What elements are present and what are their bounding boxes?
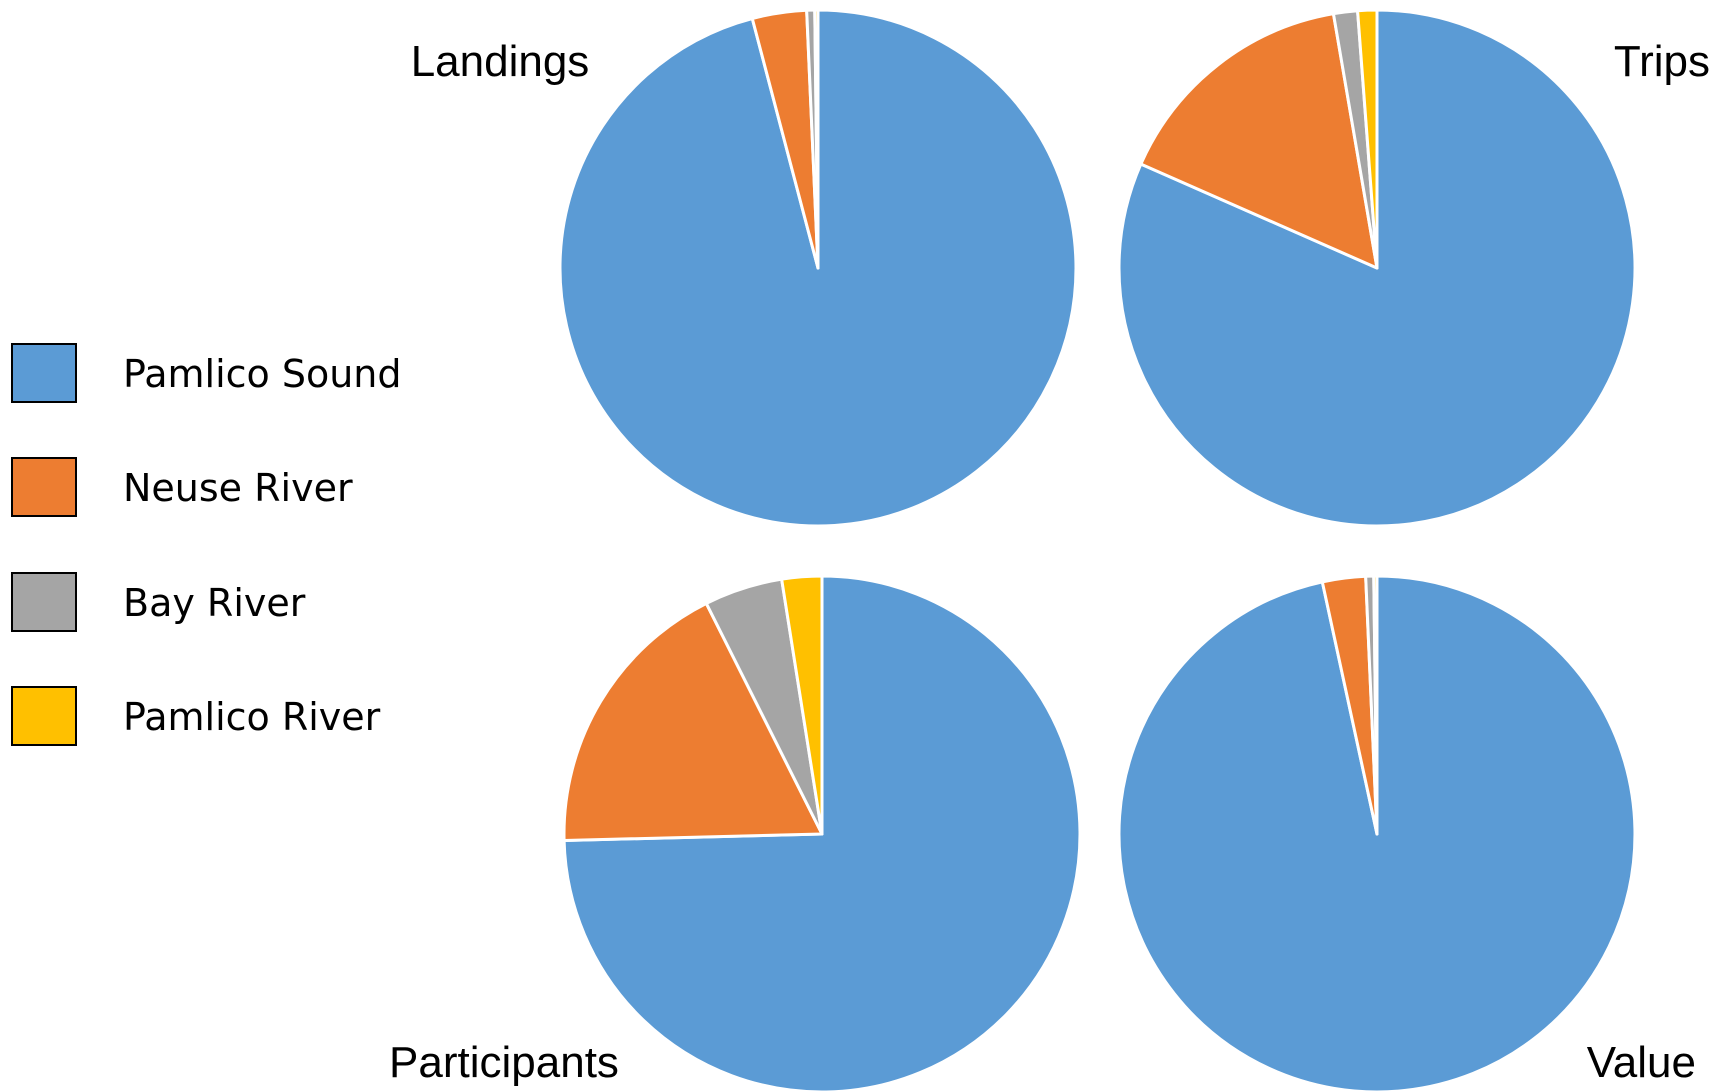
legend-swatch-bay-river [11, 572, 77, 632]
pie-slice-participants-pamlico-sound [562, 574, 1082, 1092]
pie-slice-value-pamlico-river [1372, 574, 1379, 836]
legend-swatch-pamlico-river [11, 686, 77, 746]
pie-title-landings: Landings [411, 37, 590, 86]
legend-label-pamlico-sound: Pamlico Sound [123, 352, 402, 396]
pie-slice-trips-neuse-river [1139, 12, 1379, 270]
legend-swatch-neuse-river [11, 457, 77, 517]
legend-item-pamlico-river: Pamlico River [11, 686, 381, 746]
legend-item-pamlico-sound: Pamlico Sound [11, 343, 402, 403]
pie-landings: Landings [411, 8, 1078, 528]
pie-value: Value [1117, 574, 1696, 1092]
pie-slice-trips-pamlico-sound [1117, 8, 1637, 528]
legend-item-neuse-river: Neuse River [11, 457, 353, 517]
pie-slice-trips-pamlico-river [1356, 8, 1379, 270]
pie-slice-participants-neuse-river [562, 601, 824, 842]
legend-label-pamlico-river: Pamlico River [123, 695, 381, 739]
legend-item-bay-river: Bay River [11, 572, 306, 632]
pie-trips: Trips [1117, 8, 1710, 528]
legend-label-bay-river: Bay River [123, 581, 306, 625]
legend-label-neuse-river: Neuse River [123, 466, 353, 510]
pie-title-value: Value [1587, 1038, 1696, 1087]
pie-slice-participants-pamlico-river [780, 574, 824, 836]
pie-participants: Participants [389, 574, 1082, 1092]
legend-swatch-pamlico-sound [11, 343, 77, 403]
legend: Pamlico Sound Neuse River Bay River Paml… [11, 343, 402, 746]
pie-title-trips: Trips [1614, 37, 1710, 86]
pie-title-participants: Participants [389, 1038, 619, 1087]
pie-slice-landings-pamlico-river [813, 8, 820, 270]
